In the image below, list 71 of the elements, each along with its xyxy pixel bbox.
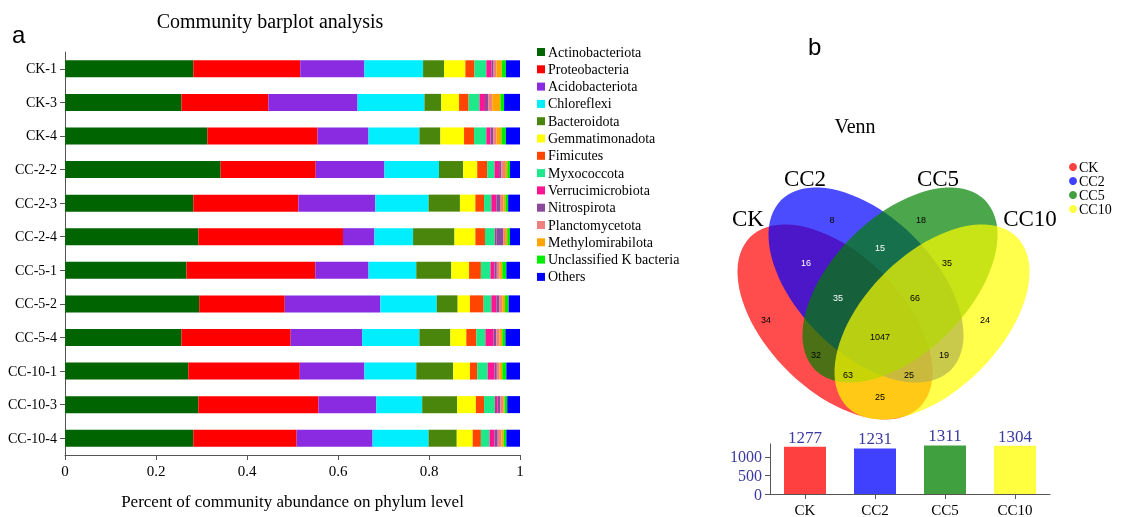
legend-label: CC10 — [1079, 201, 1112, 217]
legend-label: Nitrospirota — [548, 200, 617, 216]
legend-label: Planctomycetota — [548, 217, 643, 233]
legend-label: Acidobacteriota — [548, 79, 639, 95]
legend-label: CC5 — [1079, 187, 1105, 203]
text: 1047 — [869, 332, 891, 342]
y-tick-label: CC-5-1 — [15, 262, 57, 278]
text: 25 — [903, 370, 915, 380]
y-tick-label: CK-3 — [25, 94, 57, 110]
x-tick-label: 0.4 — [237, 462, 257, 479]
text: CK — [732, 205, 764, 231]
y-tick-label: CC-2-4 — [15, 229, 57, 245]
text: CC2 — [783, 165, 827, 191]
text: 63 — [842, 370, 854, 380]
text: 19 — [938, 350, 950, 360]
y-tick-label: CC-10-1 — [8, 363, 57, 379]
chart-title: Community barplot analysis — [156, 10, 384, 33]
y-tick-label: CC-10-3 — [8, 397, 57, 413]
text: 66 — [909, 293, 921, 303]
text: 16 — [800, 258, 812, 268]
y-tick-label: CC-10-4 — [8, 430, 57, 446]
legend-label: CC2 — [1079, 173, 1105, 189]
text: 25 — [874, 392, 886, 402]
x-tick-label: 1 — [516, 462, 524, 479]
x-tick-label: 0.6 — [328, 462, 348, 479]
y-tick-label: CK-1 — [25, 61, 57, 77]
y-tick-label: CC-2-3 — [15, 195, 57, 211]
x-tick-label: CC5 — [931, 501, 959, 517]
text: CC10 — [1003, 205, 1057, 231]
legend-label: Actinobacteriota — [548, 44, 643, 60]
text: CC5 — [916, 165, 960, 191]
legend-label: Others — [548, 269, 586, 285]
x-tick-label: CC2 — [861, 501, 889, 517]
x-tick-label: 0.8 — [419, 462, 439, 479]
legend-label: Chloreflexi — [548, 96, 612, 112]
text: a — [12, 20, 26, 48]
x-tick-label: CC10 — [997, 501, 1033, 517]
text: Venn — [834, 115, 876, 137]
y-tick-label: CK-4 — [25, 128, 57, 144]
y-tick-label: CC-2-2 — [15, 162, 57, 178]
legend-label: Proteobacteria — [548, 61, 630, 77]
text: 35 — [832, 293, 844, 303]
text: 8 — [829, 215, 835, 225]
data-label: 1277 — [788, 427, 823, 447]
data-label: 1304 — [998, 426, 1033, 446]
text: 32 — [810, 350, 822, 360]
legend-label: Methylomirabilota — [548, 234, 654, 250]
legend-label: Myxococcota — [548, 165, 625, 181]
text: 18 — [915, 215, 927, 225]
data-label: 1311 — [928, 426, 962, 446]
y-tick-label: CC-5-2 — [15, 296, 57, 312]
legend-label: Bacteroidota — [548, 113, 621, 129]
x-tick-label: CK — [794, 501, 816, 517]
y-tick-label: 0 — [754, 485, 762, 503]
legend-label: Gemmatimonadota — [548, 131, 657, 146]
y-tick-label: 1000 — [730, 448, 762, 466]
legend-label: Verrucimicrobiota — [548, 182, 651, 198]
text: 35 — [941, 258, 953, 268]
x-tick-label: 0.2 — [146, 462, 166, 479]
data-label: 1231 — [858, 429, 892, 449]
y-tick-label: 500 — [738, 466, 762, 484]
legend-label: CK — [1079, 159, 1099, 175]
text: 15 — [874, 243, 886, 253]
legend-label: Unclassified K bacteria — [548, 252, 681, 268]
legend-label: Fimicutes — [548, 148, 604, 164]
text: 34 — [760, 315, 772, 325]
y-tick-label: CC-5-4 — [15, 329, 57, 345]
text: b — [808, 32, 822, 60]
text: 24 — [979, 315, 991, 325]
x-axis-title: Percent of community abundance on phylum level — [121, 492, 465, 511]
x-tick-label: 0 — [61, 462, 69, 479]
